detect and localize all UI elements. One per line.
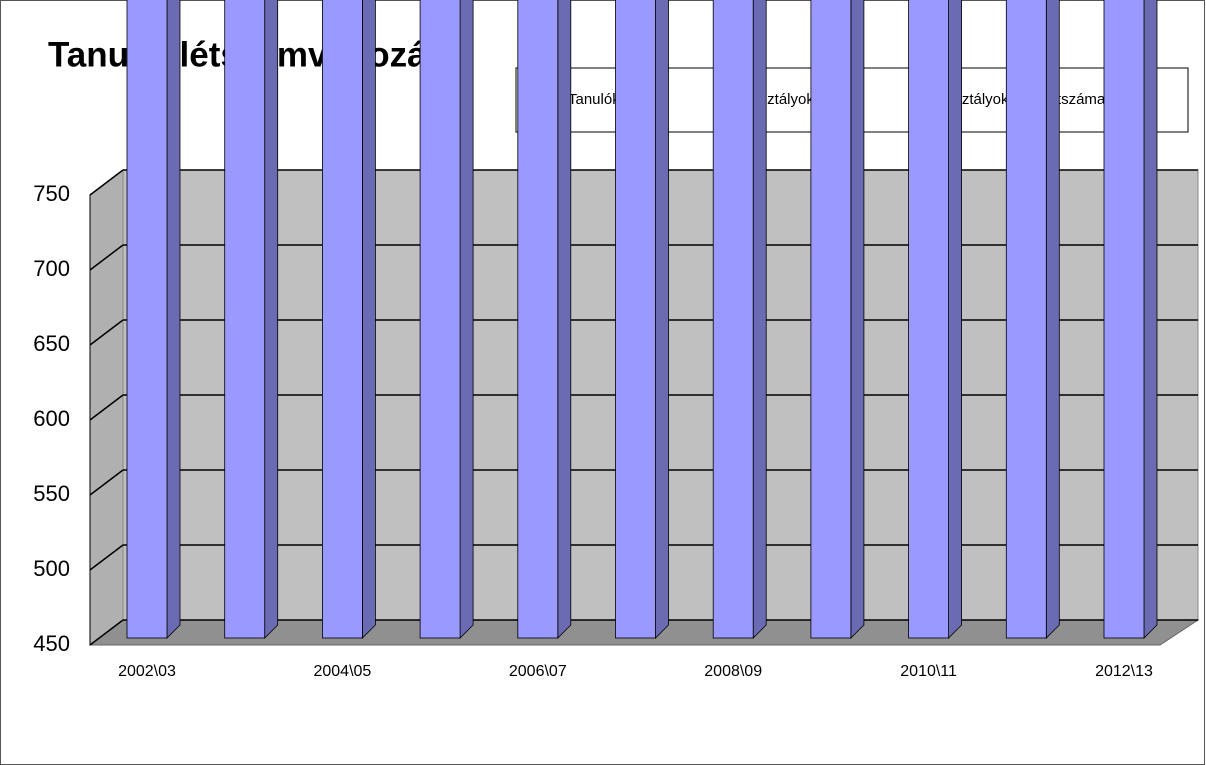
grid-line-side: [89, 169, 124, 196]
bar-side: [361, 0, 376, 639]
bar-segment: [224, 0, 266, 639]
bar-segment: [126, 0, 168, 639]
grid-line-side: [89, 544, 124, 571]
bar-side: [752, 0, 767, 639]
bar-side: [459, 0, 474, 639]
grid-line-side: [89, 319, 124, 346]
grid-line-side: [89, 469, 124, 496]
x-tick-label: 2012\13: [1095, 663, 1153, 680]
grid-line-side: [89, 244, 124, 271]
bar-side: [166, 0, 181, 639]
y-tick-label: 550: [33, 481, 70, 506]
bar-segment: [810, 0, 852, 639]
bar-segment: [321, 0, 363, 639]
bar-segment: [908, 0, 949, 639]
y-tick-label: 600: [33, 406, 70, 431]
x-tick-label: 2006\07: [509, 663, 567, 680]
x-tick-label: 2010\11: [900, 663, 957, 680]
bar-segment: [419, 0, 461, 639]
y-tick-label: 450: [33, 631, 70, 656]
bar-segment: [1103, 0, 1145, 639]
x-tick-label: 2002\03: [118, 663, 176, 680]
y-tick-label: 500: [33, 556, 70, 581]
bar-side: [1045, 0, 1060, 639]
bar-segment: [517, 0, 559, 639]
bar-side: [948, 0, 962, 639]
y-tick-label: 700: [33, 256, 70, 281]
y-tick-label: 650: [33, 331, 70, 356]
bar-segment: [712, 0, 754, 639]
bar-side: [264, 0, 279, 639]
bar-side: [1143, 0, 1158, 639]
bar-segment: [1005, 0, 1047, 639]
bar-side: [850, 0, 865, 639]
grid-line-side: [89, 619, 124, 646]
bar-side: [557, 0, 572, 639]
x-tick-label: 2008\09: [704, 663, 762, 680]
x-tick-label: 2004\05: [313, 663, 371, 680]
y-tick-label: 750: [33, 181, 70, 206]
bar-side: [655, 0, 669, 639]
grid-line-side: [89, 394, 124, 421]
bar-segment: [615, 0, 656, 639]
